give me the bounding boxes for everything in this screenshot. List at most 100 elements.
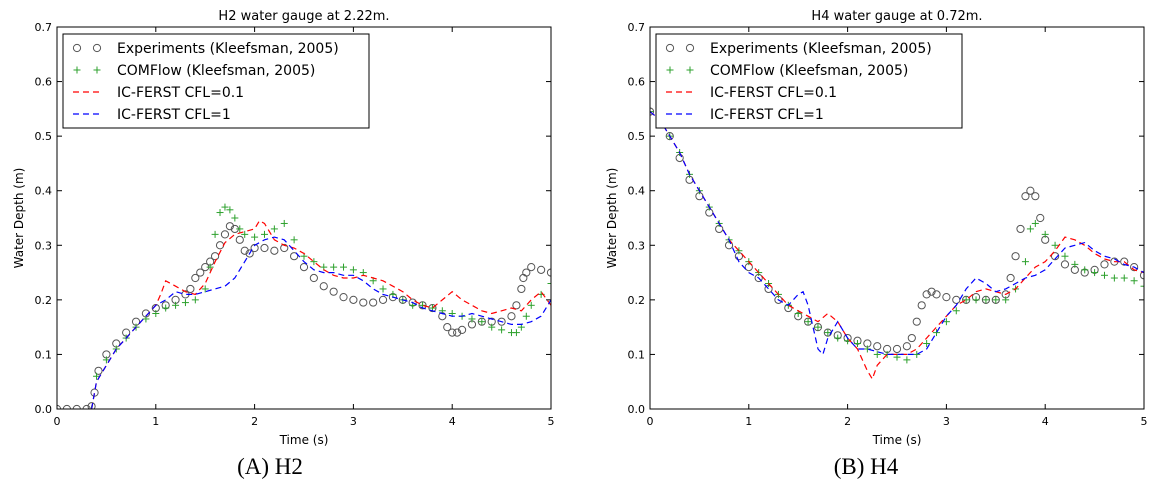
data-point [191,296,199,304]
data-point [260,230,268,238]
data-point [1016,224,1025,234]
legend-entry: Experiments (Kleefsman, 2005) [665,41,932,57]
legend-entry: IC-FERST CFL=0.1 [73,85,244,101]
data-point [1139,271,1144,280]
data-point [215,241,225,250]
data-point [142,315,150,323]
data-point [498,326,506,334]
legend-entry: Experiments (Kleefsman, 2005) [72,41,339,57]
data-point [1026,186,1035,195]
data-point [863,345,871,353]
data-point [512,301,521,310]
data-point [206,263,214,271]
chart-title: H4 water gauge at 0.72m. [811,9,982,24]
series-line [650,111,1144,356]
data-point [912,317,921,326]
y-tick-label: 0.5 [35,130,53,143]
data-point [87,402,96,409]
data-point [280,219,288,227]
data-point [873,350,881,358]
y-tick-label: 0.1 [628,348,646,361]
data-point [359,298,368,307]
data-point [824,329,832,337]
data-point [927,287,936,296]
data-point [903,356,911,364]
data-point [913,350,921,358]
y-tick-label: 0.1 [35,348,53,361]
data-point [349,295,358,304]
y-tick-label: 0.4 [628,185,646,198]
data-point [162,304,170,312]
data-point [1036,213,1045,223]
data-point [1130,277,1138,285]
data-point [517,284,526,294]
series-comflow-kleefsman-2005 [650,108,1144,364]
data-point [1091,269,1099,277]
y-tick-label: 0.0 [628,403,646,416]
data-point [245,249,254,258]
x-tick-label: 3 [350,415,357,428]
legend: Experiments (Kleefsman, 2005) COMFlow (Kl… [62,33,370,129]
data-point [527,301,535,309]
data-point [299,263,309,272]
data-point [369,298,378,307]
data-point [962,295,971,304]
data-point [522,312,530,320]
x-tick-label: 4 [449,415,456,428]
series-line [91,219,551,409]
data-point [804,318,812,326]
data-point [932,290,941,299]
data-point [226,206,234,214]
data-point [1041,230,1049,238]
data-point [527,263,536,272]
data-point [290,252,299,261]
y-axis-label: Water Depth (m) [12,168,26,269]
data-point [488,323,496,331]
data-point [547,279,551,287]
data-point [981,295,991,304]
data-point [240,246,249,255]
legend-marker [72,43,82,53]
x-tick-label: 1 [152,415,159,428]
data-point [1051,241,1059,249]
series-ic-ferst-cfl-0-1 [650,111,1144,381]
legend-label: COMFlow (Kleefsman, 2005) [117,63,315,79]
data-point [991,295,1000,304]
chart-title: H2 water gauge at 2.22m. [218,9,389,24]
legend-label: COMFlow (Kleefsman, 2005) [710,63,908,79]
data-point [1002,296,1010,304]
data-point [398,295,407,304]
y-axis-label: Water Depth (m) [605,168,619,269]
data-point [1120,257,1129,266]
axes-frame [56,26,552,410]
data-point [650,108,654,116]
data-point [1100,271,1108,279]
data-point [260,243,269,253]
data-point [1130,263,1139,272]
data-point [235,235,244,244]
data-point [102,356,110,364]
data-point [172,301,180,309]
legend-box [655,33,963,129]
data-point [196,268,205,277]
data-point [873,342,882,351]
series-experiments-kleefsman-2005 [650,107,1144,354]
data-point [418,301,427,310]
data-point [1011,252,1020,261]
data-point [448,328,457,337]
data-point [853,340,861,348]
legend-label: IC-FERST CFL=0.1 [710,85,837,101]
data-point [340,263,348,271]
data-point [216,209,224,217]
data-point [478,318,486,326]
legend-label: Experiments (Kleefsman, 2005) [710,41,932,57]
data-point [1006,273,1015,283]
y-tick-label: 0.2 [35,294,53,307]
x-tick-label: 3 [943,415,950,428]
data-point [1060,260,1070,269]
x-tick-label: 4 [1042,415,1049,428]
data-point [186,284,195,294]
legend-label: IC-FERST CFL=1 [117,107,231,123]
data-point [221,203,229,211]
